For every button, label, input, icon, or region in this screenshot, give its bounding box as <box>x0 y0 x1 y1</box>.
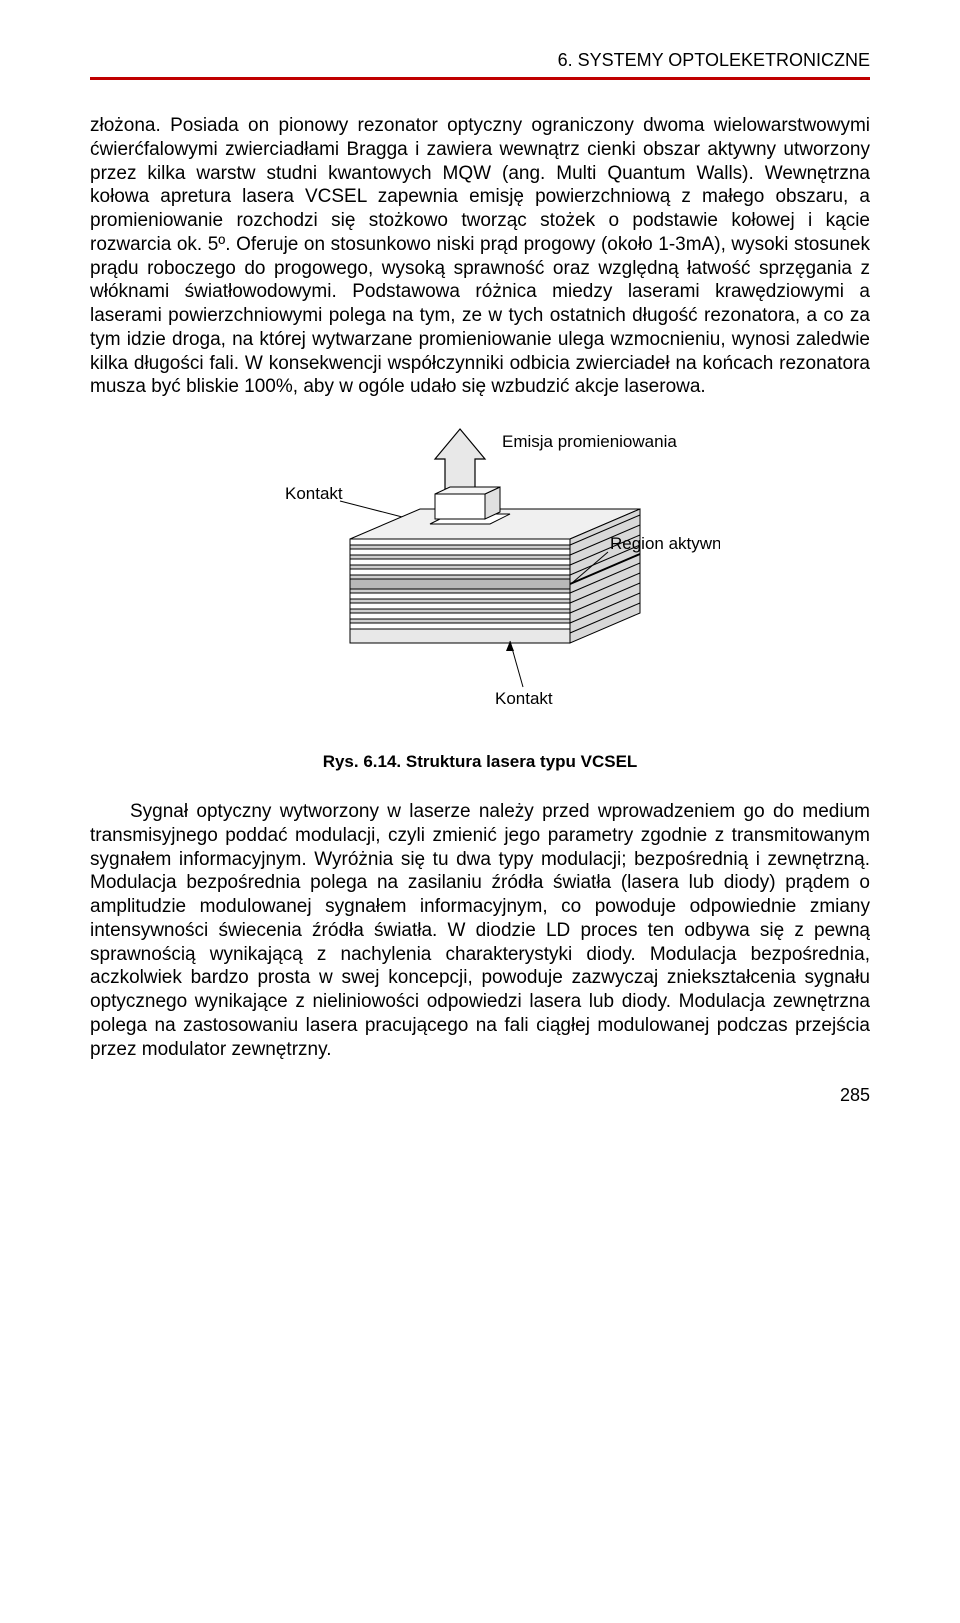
vcsel-diagram: Emisja promieniowania Kontakt <box>240 419 720 729</box>
page-number: 285 <box>90 1085 870 1106</box>
label-emission: Emisja promieniowania <box>502 432 677 451</box>
header-rule <box>90 77 870 80</box>
emission-arrow-icon <box>435 429 485 489</box>
laser-block <box>350 487 640 643</box>
label-contact-top: Kontakt <box>285 484 343 503</box>
page: 6. SYSTEMY OPTOLEKETRONICZNE złożona. Po… <box>0 0 960 1166</box>
label-contact-bottom: Kontakt <box>495 689 553 708</box>
figure-vcsel: Emisja promieniowania Kontakt <box>90 419 870 734</box>
paragraph-1: złożona. Posiada on pionowy rezonator op… <box>90 114 870 399</box>
paragraph-2: Sygnał optyczny wytworzony w laserze nal… <box>90 800 870 1061</box>
label-active-region: Region aktywny <box>610 534 720 553</box>
figure-caption: Rys. 6.14. Struktura lasera typu VCSEL <box>90 752 870 772</box>
running-head: 6. SYSTEMY OPTOLEKETRONICZNE <box>90 50 870 71</box>
